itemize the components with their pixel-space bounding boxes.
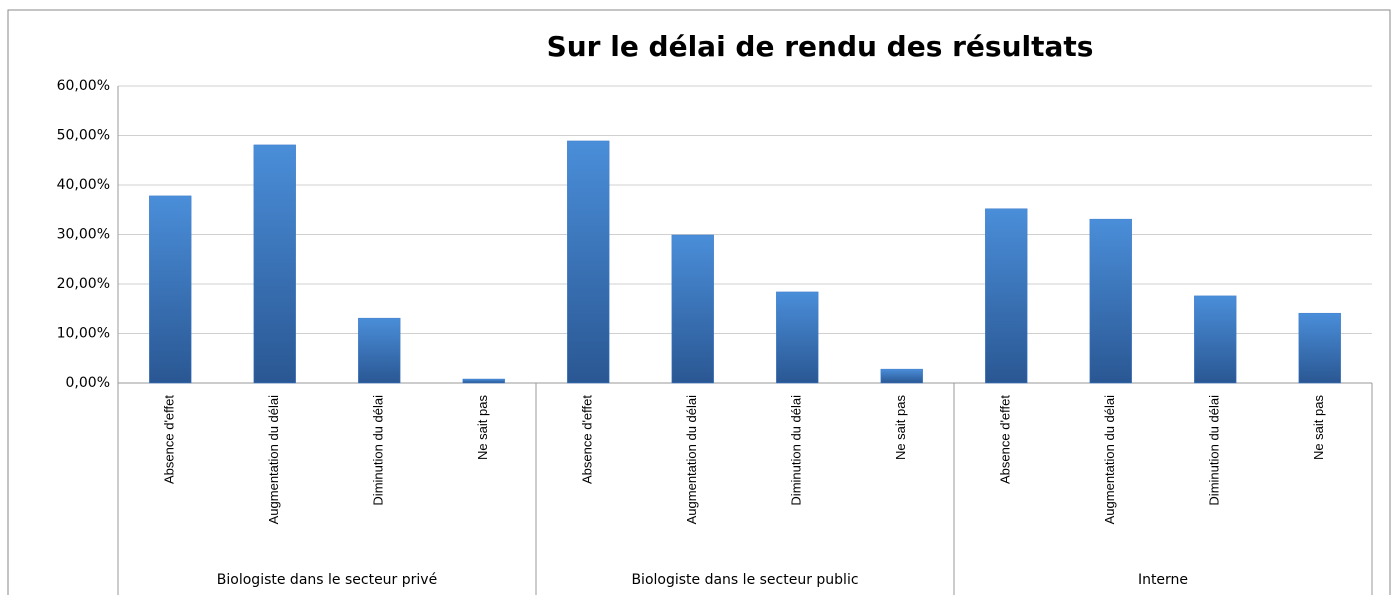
chart-title: Sur le délai de rendu des résultats (547, 30, 1094, 63)
bar (462, 378, 505, 384)
bar (567, 140, 610, 384)
x-tick-label: Ne sait pas (893, 395, 908, 461)
bar (880, 368, 923, 384)
frame (7, 9, 1391, 595)
group-label: Biologiste dans le secteur public (631, 572, 858, 588)
x-tick-label: Absence d'effet (162, 395, 177, 484)
bar (1298, 312, 1341, 384)
x-tick-label: Ne sait pas (1311, 395, 1326, 461)
y-tick-label: 40,00% (57, 177, 110, 193)
y-tick-label: 60,00% (57, 78, 110, 94)
y-tick-label: 20,00% (57, 276, 110, 292)
y-tick-label: 30,00% (57, 227, 110, 243)
x-tick-label: Diminution du délai (789, 395, 804, 506)
bar (1194, 295, 1237, 384)
x-tick-label: Absence d'effet (580, 395, 595, 484)
x-tick-label: Augmentation du délai (684, 395, 699, 524)
bar (149, 195, 192, 384)
y-tick-label: 50,00% (57, 128, 110, 144)
x-tick-label: Augmentation du délai (266, 395, 281, 524)
bar (253, 144, 296, 384)
group-label: Interne (1138, 572, 1188, 588)
y-tick-label: 10,00% (57, 326, 110, 342)
bar (776, 291, 819, 384)
group-label: Biologiste dans le secteur privé (217, 572, 437, 588)
x-tick-label: Diminution du délai (1207, 395, 1222, 506)
x-tick-label: Diminution du délai (371, 395, 386, 506)
x-tick-label: Ne sait pas (475, 395, 490, 461)
bar (985, 208, 1028, 384)
bar (671, 234, 714, 384)
y-tick-label: 0,00% (66, 375, 110, 391)
x-tick-label: Augmentation du délai (1102, 395, 1117, 524)
x-tick-label: Absence d'effet (998, 395, 1013, 484)
bar (358, 317, 401, 384)
bar (1089, 218, 1132, 384)
